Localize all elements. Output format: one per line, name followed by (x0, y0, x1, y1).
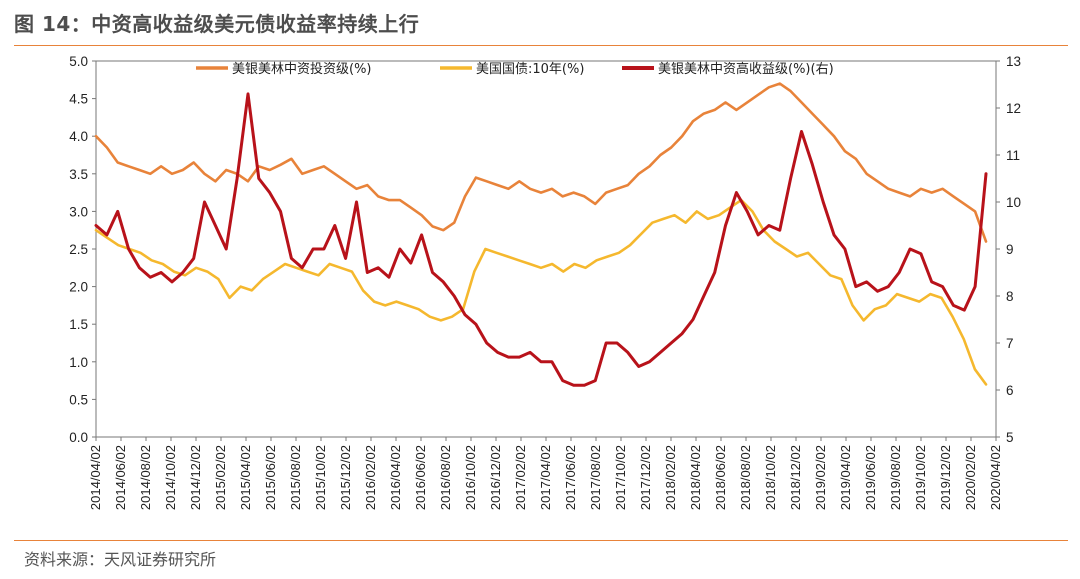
x-axis-tick-label: 2018/08/02 (738, 445, 753, 510)
right-axis-tick-label: 5 (1006, 430, 1014, 445)
series-line-2 (94, 198, 988, 386)
x-axis-tick-label: 2017/10/02 (613, 445, 628, 510)
chart-title: 图 14：中资高收益级美元债收益率持续上行 (14, 12, 420, 36)
left-axis-tick-label: 4.5 (69, 92, 88, 107)
right-axis-tick-label: 7 (1006, 336, 1014, 351)
legend-label-1: 美银美林中资投资级(%) (232, 61, 372, 77)
x-axis-tick-label: 2016/02/02 (363, 445, 378, 510)
left-axis-tick-label: 3.5 (69, 167, 88, 182)
x-axis-tick-label: 2016/10/02 (463, 445, 478, 510)
left-axis-tick-label: 3.0 (69, 204, 88, 219)
series-line-3 (94, 92, 988, 387)
legend-label-3: 美银美林中资高收益级(%)(右) (658, 61, 834, 77)
right-axis-tick-label: 12 (1006, 101, 1021, 116)
right-axis-tick-label: 6 (1006, 383, 1014, 398)
source-note: 资料来源：天风证券研究所 (24, 550, 217, 569)
legend-label-2: 美国国债:10年(%) (476, 62, 584, 77)
legend: 美银美林中资投资级(%) 美国国债:10年(%) 美银美林中资高收益级(%)(右) (196, 61, 834, 77)
axes: 0.0 0.5 1.0 1.5 2.0 2.5 3.0 3.5 4.0 4.5 5.0 5 6 7 8 9 10… (69, 54, 1021, 510)
x-axis-tick-label: 2020/02/02 (963, 445, 978, 510)
x-axis-tick-label: 2019/04/02 (838, 445, 853, 510)
x-axis-tick-label: 2015/04/02 (238, 445, 253, 510)
x-axis-tick-label: 2014/10/02 (163, 445, 178, 510)
left-axis-tick-label: 1.5 (69, 317, 88, 332)
x-axis-tick-label: 2019/10/02 (913, 445, 928, 510)
left-axis-tick-label: 4.0 (69, 129, 88, 144)
x-axis-tick-label: 2019/12/02 (938, 445, 953, 510)
right-axis-tick-label: 13 (1006, 54, 1021, 69)
right-axis-tick-label: 10 (1006, 195, 1021, 210)
x-axis-tick-label: 2015/08/02 (288, 445, 303, 510)
x-axis-tick-label: 2018/12/02 (788, 445, 803, 510)
left-axis-tick-label: 5.0 (69, 54, 88, 69)
x-axis-tick-label: 2014/04/02 (88, 445, 103, 510)
x-axis-tick-label: 2018/06/02 (713, 445, 728, 510)
x-axis-tick-label: 2020/04/02 (988, 445, 1003, 510)
left-axis-tick-label: 0.5 (69, 392, 88, 407)
x-axis-tick-label: 2018/02/02 (663, 445, 678, 510)
x-axis-tick-label: 2014/06/02 (113, 445, 128, 510)
x-axis-tick-label: 2017/08/02 (588, 445, 603, 510)
right-axis-tick-label: 8 (1006, 289, 1014, 304)
x-axis-tick-label: 2015/02/02 (213, 445, 228, 510)
x-axis-tick-label: 2016/12/02 (488, 445, 503, 510)
x-axis-tick-label: 2015/06/02 (263, 445, 278, 510)
plot-frame (95, 60, 997, 438)
x-axis-tick-label: 2019/06/02 (863, 445, 878, 510)
x-axis-tick-label: 2018/10/02 (763, 445, 778, 510)
x-axis-tick-label: 2017/06/02 (563, 445, 578, 510)
left-axis-tick-label: 0.0 (69, 430, 88, 445)
title-divider (14, 45, 1068, 46)
x-axis-tick-label: 2015/10/02 (313, 445, 328, 510)
x-axis-tick-label: 2016/04/02 (388, 445, 403, 510)
x-axis-tick-label: 2015/12/02 (338, 445, 353, 510)
x-axis-tick-label: 2019/02/02 (813, 445, 828, 510)
right-axis-tick-label: 9 (1006, 242, 1014, 257)
x-axis-tick-label: 2016/06/02 (413, 445, 428, 510)
left-axis-tick-label: 2.5 (69, 242, 88, 257)
line-chart: 0.0 0.5 1.0 1.5 2.0 2.5 3.0 3.5 4.0 4.5 5.0 5 6 7 8 9 10… (69, 54, 1021, 510)
right-axis-tick-label: 11 (1006, 148, 1020, 163)
x-axis-tick-label: 2017/02/02 (513, 445, 528, 510)
source-divider (14, 540, 1068, 541)
left-axis-tick-label: 1.0 (69, 355, 88, 370)
x-axis-tick-label: 2017/12/02 (638, 445, 653, 510)
series-lines (94, 82, 988, 387)
x-axis-tick-label: 2014/12/02 (188, 445, 203, 510)
x-axis-tick-label: 2014/08/02 (138, 445, 153, 510)
x-axis-tick-label: 2018/04/02 (688, 445, 703, 510)
x-axis-tick-label: 2016/08/02 (438, 445, 453, 510)
x-axis-tick-label: 2017/04/02 (538, 445, 553, 510)
left-axis-tick-label: 2.0 (69, 280, 88, 295)
x-axis-tick-label: 2019/08/02 (888, 445, 903, 510)
series-line-1 (94, 82, 988, 243)
